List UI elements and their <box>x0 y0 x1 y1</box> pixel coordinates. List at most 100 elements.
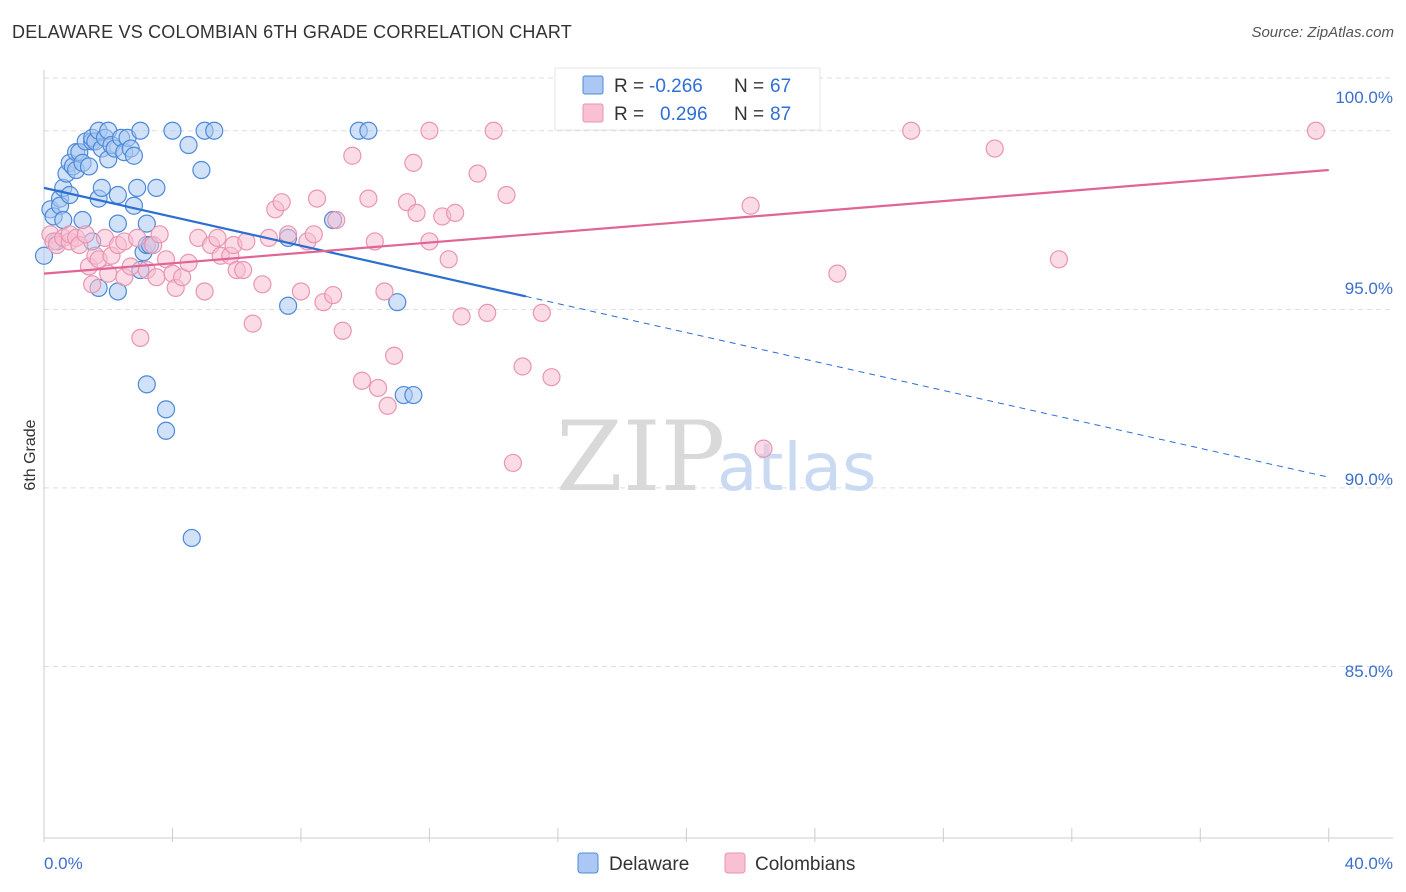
colombian-point-68 <box>439 250 458 269</box>
axes <box>43 70 1393 842</box>
delaware-point-50 <box>156 400 176 419</box>
delaware-point-63 <box>388 293 407 312</box>
chart-source: Source: ZipAtlas.com <box>1251 24 1394 41</box>
stats-legend: R = -0.266 N = 67 R = 0.296 N = 87 <box>554 67 821 131</box>
colombian-point-82 <box>1049 250 1069 269</box>
colombian-point-81 <box>985 139 1004 158</box>
colombian-point-85 <box>902 121 921 140</box>
colombian-point-20 <box>128 228 147 247</box>
delaware-point-57 <box>205 121 224 140</box>
bottom-legend-swatch-colombians <box>724 852 746 874</box>
delaware-point-44 <box>131 121 150 140</box>
colombian-point-50 <box>307 189 327 208</box>
colombian-point-69 <box>446 203 465 222</box>
delaware-trend-line <box>43 186 527 298</box>
colombian-point-64 <box>404 153 423 172</box>
colombian-point-77 <box>542 368 561 387</box>
delaware-point-65 <box>404 385 423 405</box>
delaware-trend-extension <box>525 295 1329 478</box>
x-tick-label-max: 40.0% <box>1345 854 1393 873</box>
legend-r-label-delaware: R = <box>614 76 644 97</box>
delaware-point-55 <box>192 160 211 180</box>
bottom-legend-label-delaware: Delaware <box>609 854 689 875</box>
colombian-point-47 <box>291 282 311 301</box>
delaware-point-66 <box>137 375 156 394</box>
colombian-point-46 <box>279 225 298 244</box>
colombian-point-42 <box>253 275 272 294</box>
colombian-point-52 <box>323 285 343 305</box>
colombian-point-72 <box>478 303 497 323</box>
y-tick-labels: 100.0% 95.0% 90.0% 85.0% <box>1335 88 1393 681</box>
delaware-point-42 <box>128 178 147 197</box>
delaware-point-54 <box>182 528 201 548</box>
colombian-point-60 <box>375 282 394 301</box>
colombian-point-10 <box>83 275 102 294</box>
watermark-zip: ZIP <box>556 401 725 513</box>
delaware-point-26 <box>92 178 111 197</box>
legend-swatch-delaware <box>582 75 604 95</box>
legend-r-label-colombians: R = <box>614 104 644 125</box>
delaware-points <box>34 121 423 548</box>
y-axis-title: 6th Grade <box>22 419 39 490</box>
colombian-point-70 <box>452 307 471 326</box>
y-tick-label-95: 95.0% <box>1345 279 1393 298</box>
colombian-point-75 <box>513 357 532 376</box>
colombian-point-24 <box>147 268 166 287</box>
colombian-point-21 <box>131 328 150 348</box>
colombian-point-32 <box>195 282 214 301</box>
legend-row-colombians: R = 0.296 N = 87 <box>582 103 791 125</box>
colombian-point-65 <box>407 203 426 222</box>
y-tick-label-100: 100.0% <box>1335 88 1393 107</box>
watermark-atlas: atlas <box>717 429 877 506</box>
colombian-point-53 <box>327 210 346 230</box>
colombian-point-41 <box>243 314 262 333</box>
colombian-point-39 <box>234 260 253 280</box>
legend-n-value-delaware: 67 <box>770 76 791 97</box>
delaware-point-33 <box>108 214 127 233</box>
colombian-points <box>41 121 1326 473</box>
delaware-point-52 <box>163 121 182 140</box>
legend-n-label-colombians: N = <box>734 104 764 125</box>
colombian-point-86 <box>1306 121 1326 140</box>
colombian-point-61 <box>378 396 397 415</box>
delaware-point-49 <box>147 178 166 197</box>
colombian-point-55 <box>343 146 362 165</box>
colombian-point-79 <box>754 439 773 458</box>
colombian-point-62 <box>384 346 404 365</box>
colombian-point-8 <box>76 225 95 244</box>
delaware-point-53 <box>179 135 198 155</box>
trend-lines <box>43 168 1329 478</box>
y-tick-label-90: 90.0% <box>1345 470 1393 489</box>
legend-r-value-delaware: -0.266 <box>649 76 703 97</box>
colombian-point-80 <box>828 264 847 283</box>
colombian-point-83 <box>420 121 439 140</box>
colombian-point-54 <box>333 321 352 340</box>
delaware-point-58 <box>279 296 298 315</box>
chart-title: DELAWARE VS COLOMBIAN 6TH GRADE CORRELAT… <box>12 22 572 42</box>
legend-r-value-colombians: 0.296 <box>660 104 708 125</box>
watermark: ZIP atlas <box>556 401 877 513</box>
legend-n-label-delaware: N = <box>734 76 764 97</box>
colombian-point-59 <box>368 378 388 398</box>
colombian-point-76 <box>532 303 551 323</box>
grid <box>44 77 1393 668</box>
delaware-point-35 <box>108 185 127 205</box>
series-legend: Delaware Colombians <box>577 852 855 875</box>
colombian-point-34 <box>208 228 227 247</box>
colombian-point-74 <box>503 453 523 473</box>
colombian-point-71 <box>468 164 487 183</box>
y-tick-label-85: 85.0% <box>1345 662 1393 681</box>
colombian-point-73 <box>497 185 516 205</box>
bottom-legend-swatch-delaware <box>577 852 599 874</box>
bottom-legend-label-colombians: Colombians <box>755 854 855 875</box>
colombian-point-78 <box>741 196 760 215</box>
legend-row-delaware: R = -0.266 N = 67 <box>582 75 791 97</box>
colombian-point-45 <box>272 193 291 212</box>
colombian-point-84 <box>484 121 503 140</box>
colombian-trend-line <box>43 168 1329 275</box>
colombian-point-49 <box>304 225 323 244</box>
delaware-point-47 <box>137 214 156 233</box>
colombian-point-57 <box>359 189 378 208</box>
legend-swatch-colombians <box>582 103 604 123</box>
